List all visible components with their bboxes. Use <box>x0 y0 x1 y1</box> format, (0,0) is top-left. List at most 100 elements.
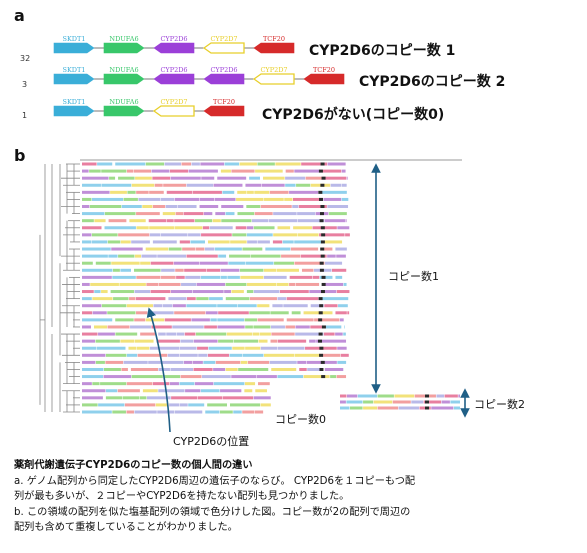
sequence-block <box>297 212 316 216</box>
sequence-block <box>233 410 242 414</box>
sequence-block <box>214 197 236 201</box>
sequence-block <box>236 197 264 201</box>
sequence-block <box>325 261 343 265</box>
sequence-block <box>230 403 261 407</box>
sequence-block <box>254 410 264 414</box>
sequence-block <box>310 325 324 329</box>
sequence-block <box>321 353 341 357</box>
sequence-block <box>224 290 231 294</box>
sequence-block <box>149 190 164 194</box>
sequence-block <box>118 254 135 258</box>
sequence-block <box>174 226 203 230</box>
sequence-block <box>257 304 270 308</box>
sequence-block <box>191 162 200 166</box>
dark-marker-block <box>319 304 324 308</box>
sequence-block <box>249 176 260 180</box>
sequence-block <box>168 297 187 301</box>
sequence-block <box>146 282 159 286</box>
sequence-block <box>142 205 153 209</box>
sequence-block <box>149 346 180 350</box>
sequence-block <box>260 346 278 350</box>
dark-marker-block <box>320 226 325 230</box>
sequence-block <box>246 226 254 230</box>
sequence-block <box>209 297 223 301</box>
sequence-block <box>162 212 176 216</box>
sequence-block <box>104 212 136 216</box>
sequence-block <box>82 290 94 294</box>
sequence-block <box>290 247 319 251</box>
sequence-block <box>340 353 349 357</box>
sequence-block <box>129 297 136 301</box>
sequence-block <box>340 400 346 404</box>
sequence-block <box>229 254 251 258</box>
sequence-block <box>151 169 170 173</box>
sequence-block <box>98 403 125 407</box>
sequence-block <box>337 346 347 350</box>
sequence-block <box>149 226 174 230</box>
sequence-block <box>312 275 320 279</box>
sequence-block <box>136 212 160 216</box>
sequence-block <box>254 190 270 194</box>
sequence-block <box>247 360 270 364</box>
sequence-block <box>167 353 179 357</box>
sequence-block <box>277 346 305 350</box>
sequence-block <box>164 162 182 166</box>
sequence-block <box>152 176 171 180</box>
sequence-block <box>82 268 113 272</box>
sequence-block <box>357 394 378 398</box>
sequence-block <box>126 169 134 173</box>
sequence-block <box>92 382 100 386</box>
sequence-block <box>255 389 267 393</box>
haplotype-row <box>82 212 347 216</box>
sequence-block <box>323 176 347 180</box>
sequence-block <box>253 290 280 294</box>
haplotype-row <box>82 353 349 357</box>
sequence-block <box>203 212 213 216</box>
sequence-block <box>224 162 240 166</box>
sequence-block <box>247 240 257 244</box>
sequence-block <box>219 410 233 414</box>
haplotype-row <box>82 275 343 279</box>
sequence-block <box>269 360 297 364</box>
sequence-block <box>179 353 198 357</box>
sequence-block <box>263 268 277 272</box>
haplotype-row <box>82 325 345 329</box>
sequence-block <box>277 375 304 379</box>
caption-copy1: CYP2D6のコピー数 1 <box>309 43 456 59</box>
sequence-block <box>274 261 294 265</box>
sequence-block <box>258 382 270 386</box>
sequence-block <box>345 233 350 237</box>
copy-number-1-label: コピー数1 <box>388 270 439 283</box>
sequence-block <box>126 410 134 414</box>
sequence-block <box>187 297 196 301</box>
sequence-block <box>179 346 197 350</box>
sequence-block <box>149 233 161 237</box>
sequence-block <box>276 268 299 272</box>
sequence-block <box>89 205 122 209</box>
gene-arrow-ndufa6 <box>103 105 145 117</box>
gene-label-ndufa6: NDUFA6 <box>109 35 138 43</box>
sequence-block <box>344 325 345 329</box>
sequence-block <box>82 325 91 329</box>
sequence-block <box>244 382 256 386</box>
sequence-block <box>289 190 319 194</box>
sequence-block <box>272 240 283 244</box>
dark-marker-block <box>319 353 324 357</box>
sequence-block <box>347 394 358 398</box>
sequence-block <box>82 254 108 258</box>
sequence-block <box>335 275 343 279</box>
sequence-block <box>162 304 173 308</box>
sequence-block <box>225 297 250 301</box>
sequence-block <box>191 318 210 322</box>
caption-a-line-2: 列が最も多いが、２コピーやCYP2D6を持たない配列も見つかりました。 <box>14 491 350 502</box>
gene-arrow-cyp2d6 <box>153 73 195 85</box>
sequence-block <box>103 375 132 379</box>
haplotype-row <box>82 403 271 407</box>
sequence-block <box>270 325 285 329</box>
sequence-block <box>294 353 321 357</box>
dark-marker-block <box>320 205 325 209</box>
sequence-block <box>129 219 146 223</box>
dark-marker-block <box>320 247 325 251</box>
sequence-block <box>195 332 227 336</box>
sequence-block <box>293 226 312 230</box>
